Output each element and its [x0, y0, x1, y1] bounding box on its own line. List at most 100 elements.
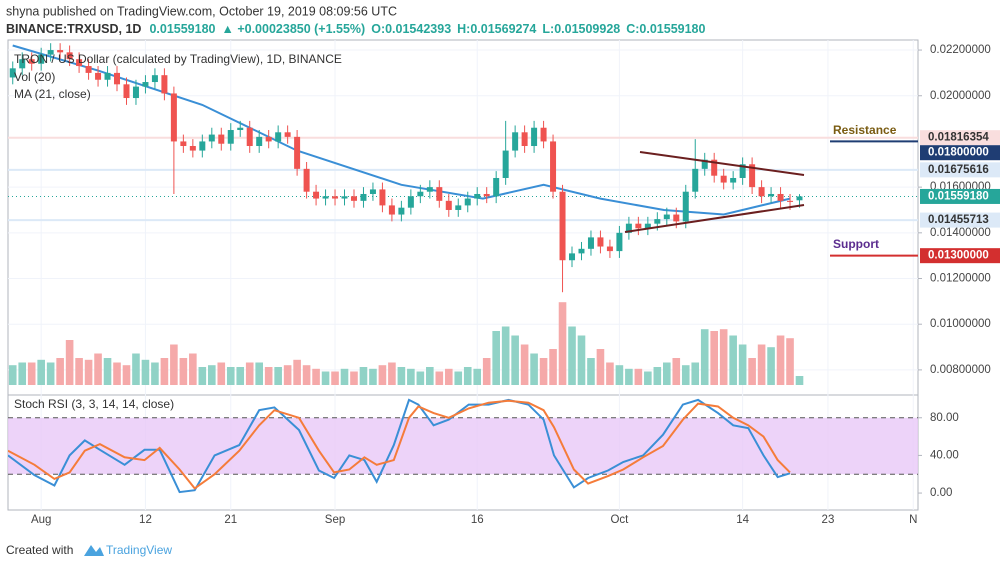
stoch-tick-label: 40.00 — [930, 449, 959, 461]
volume-bar — [577, 335, 586, 385]
candle-body — [218, 134, 225, 144]
published-line: shyna published on TradingView.com, Octo… — [6, 4, 397, 18]
stoch-legend: Stoch RSI (3, 3, 14, 14, close) — [14, 397, 174, 411]
volume-bar — [672, 358, 681, 385]
volume-bar — [208, 365, 216, 385]
candle-body — [123, 84, 130, 99]
volume-bar — [388, 362, 396, 385]
stoch-line — [8, 398, 791, 494]
candle-body — [616, 232, 623, 252]
volume-bar — [407, 368, 415, 385]
candle-body — [57, 50, 64, 53]
candle-body — [284, 132, 291, 137]
candle-body — [237, 127, 244, 131]
annotation: Resistance — [833, 123, 897, 137]
candle-body — [407, 196, 414, 208]
volume-bar — [615, 365, 624, 385]
volume-bar — [738, 344, 747, 385]
volume-bar — [634, 368, 643, 385]
x-tick-label: 16 — [471, 514, 484, 526]
ohlc-close: C:0.01559180 — [626, 22, 705, 36]
candle-body — [341, 196, 348, 199]
volume-bar — [179, 358, 188, 385]
candle-body — [161, 75, 168, 94]
series-title: TRON / US Dollar (calculated by TradingV… — [14, 52, 342, 66]
candle-body — [692, 168, 699, 192]
volume-bar — [653, 367, 662, 385]
price-label: 0.01455713 — [928, 214, 989, 226]
candle-body — [749, 164, 756, 188]
price-label-box — [920, 212, 1000, 228]
price-label: 0.01300000 — [928, 250, 989, 262]
candle-body — [417, 191, 424, 197]
candle-body — [445, 200, 452, 210]
volume-bar — [75, 358, 83, 385]
candle-body — [180, 141, 187, 147]
ohlc-open: O:0.01542393 — [371, 22, 451, 36]
candle-body — [540, 127, 547, 142]
volume-bar — [397, 367, 406, 385]
candle-body — [663, 214, 670, 220]
volume-bar — [596, 349, 605, 385]
annotation: Support — [833, 237, 879, 251]
x-tick-label: 12 — [139, 514, 152, 526]
candle-body — [625, 223, 632, 233]
candle-body — [550, 141, 557, 192]
volume-bar — [501, 326, 510, 385]
volume-bar — [482, 358, 491, 385]
volume-bar — [549, 349, 557, 385]
volume-bar — [312, 368, 320, 385]
candle-body — [332, 196, 339, 199]
volume-bar — [122, 365, 131, 385]
stoch-tick-label: 0.00 — [930, 487, 952, 499]
last-price: 0.01559180 — [149, 22, 215, 36]
candle-body — [9, 68, 16, 78]
volume-bar — [625, 368, 633, 385]
volume-bar — [8, 365, 17, 385]
volume-bar — [65, 340, 74, 385]
candle-body — [474, 193, 481, 199]
volume-bar — [435, 371, 444, 385]
candle-body — [673, 214, 680, 222]
candle-body — [170, 93, 177, 142]
volume-bar — [113, 362, 121, 385]
volume-bar — [663, 362, 671, 385]
tv-logo — [84, 545, 104, 556]
y-tick-label: 0.00800000 — [930, 364, 991, 376]
candle-body — [47, 50, 54, 55]
footer-created: Created with — [6, 543, 73, 557]
volume-bar — [37, 359, 45, 385]
candle-body — [303, 168, 310, 192]
change: ▲ +0.00023850 (+1.55%) — [221, 22, 365, 36]
volume-bar — [492, 331, 500, 385]
candle-body — [768, 193, 775, 197]
candle-body — [787, 200, 794, 202]
candle-body — [379, 189, 386, 206]
ohlc-high: H:0.01569274 — [457, 22, 536, 36]
volume-bar — [568, 326, 576, 385]
candle-body — [322, 196, 329, 199]
price-label: 0.01675616 — [928, 164, 989, 176]
y-tick-label: 0.01200000 — [930, 273, 991, 285]
volume-bar — [681, 365, 690, 385]
volume-bar — [748, 358, 756, 385]
candle-body — [483, 193, 490, 197]
volume-bar — [151, 362, 159, 385]
volume-bar — [350, 371, 358, 385]
volume-bar — [132, 353, 140, 385]
volume-bar — [786, 338, 794, 385]
candle-body — [512, 132, 519, 151]
candle-body — [28, 59, 35, 64]
volume-bar — [170, 344, 178, 385]
footer-brand[interactable]: TradingView — [106, 543, 172, 557]
volume-bar — [321, 371, 330, 385]
volume-bar — [710, 331, 718, 385]
volume-bar — [520, 344, 529, 385]
volume-bar — [795, 376, 804, 385]
candle-body — [644, 223, 651, 229]
candle-body — [199, 141, 206, 151]
volume-bar — [378, 365, 387, 385]
volume-bar — [56, 358, 64, 385]
